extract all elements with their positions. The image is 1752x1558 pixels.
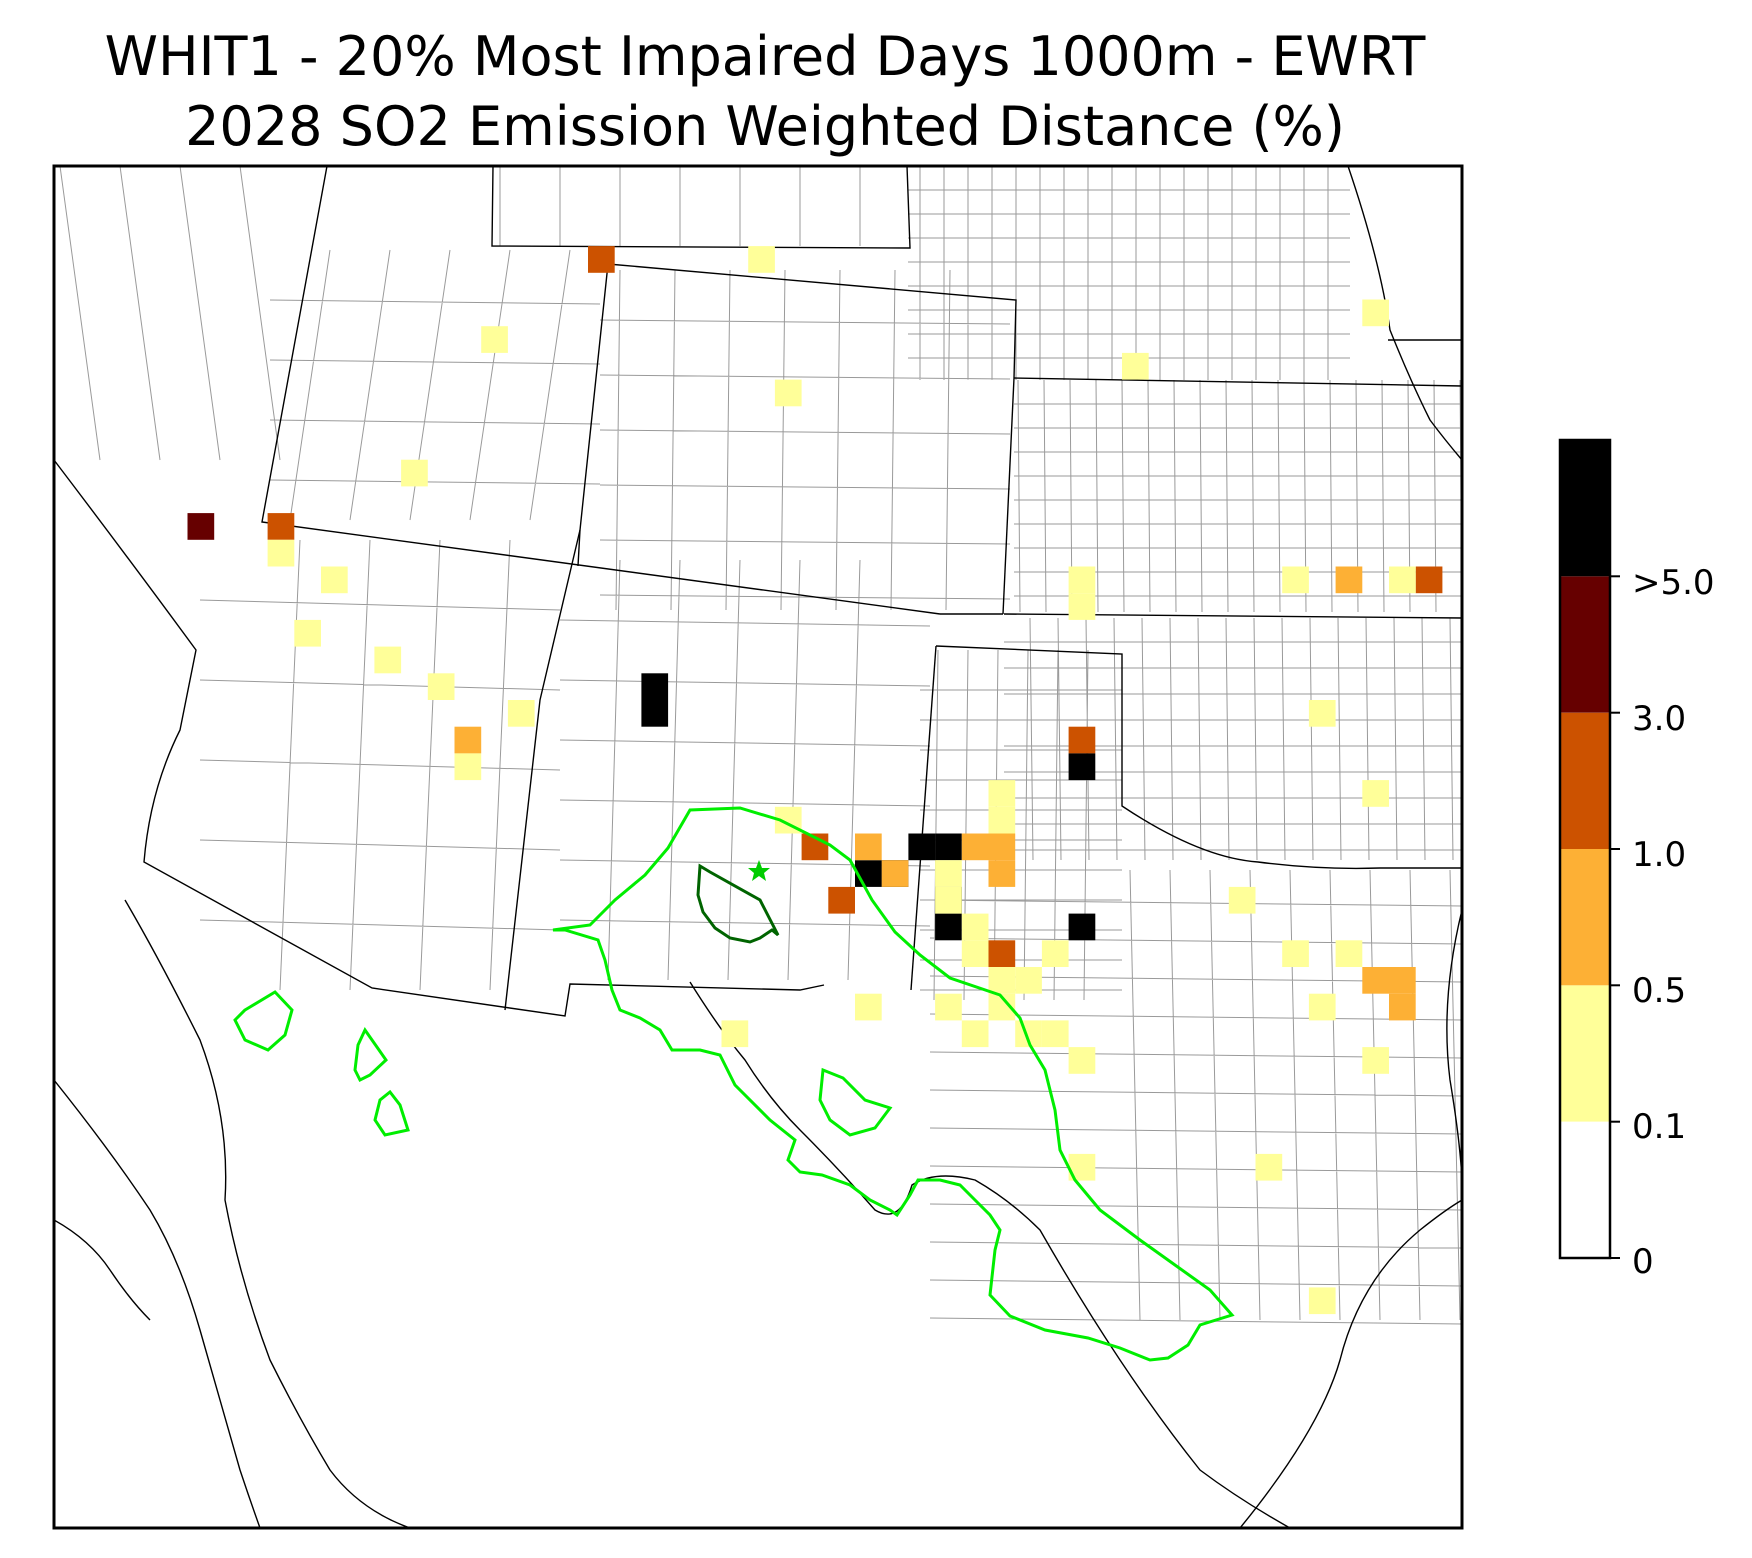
- grid-cell: [1496, 380, 1523, 407]
- colorbar-swatch: [1560, 849, 1610, 986]
- grid-cell: [1362, 780, 1389, 807]
- grid-cell: [774, 379, 802, 407]
- grid-cell: [427, 673, 455, 700]
- grid-cell: [1362, 967, 1389, 994]
- colorbar-swatch: [1560, 440, 1610, 577]
- outer-contour: [552, 806, 1235, 1362]
- grid-cell: [267, 513, 295, 540]
- grid-cell: [1389, 566, 1416, 594]
- grid-cell: [855, 860, 882, 887]
- grid-cell: [935, 833, 962, 861]
- grid-cell: [828, 886, 855, 914]
- colorbar-swatch: [1560, 712, 1610, 849]
- grid-cell: [961, 940, 989, 967]
- grid-cell: [1308, 993, 1336, 1021]
- grid-cell: [187, 513, 215, 540]
- state-boundaries: [54, 166, 1462, 1528]
- grid-cell: [961, 833, 989, 861]
- colorbar-tick-label: 0.1: [1632, 1107, 1687, 1147]
- grid-cell: [641, 673, 669, 700]
- colorbar-tick-label: >5.0: [1632, 563, 1715, 603]
- grid-cell: [294, 619, 321, 647]
- grid-cell: [1228, 886, 1256, 914]
- grid-cell: [507, 700, 535, 727]
- grid-cell: [988, 860, 1016, 887]
- grid-cell: [1362, 299, 1389, 327]
- grid-cell: [1068, 753, 1096, 781]
- colorbar-tick-label: 0.5: [1632, 971, 1687, 1011]
- grid-cell: [1282, 940, 1309, 967]
- grid-cell: [988, 780, 1016, 807]
- grid-cell: [935, 886, 962, 914]
- grid-cell: [1255, 1153, 1283, 1181]
- grid-cell: [988, 967, 1016, 994]
- colorbar-tick-label: 1.0: [1632, 835, 1687, 875]
- figure-title-line2: 2028 SO2 Emission Weighted Distance (%): [185, 95, 1345, 158]
- grid-cell: [1523, 1047, 1550, 1074]
- grid-cell: [935, 913, 962, 941]
- colorbar-swatch: [1560, 985, 1610, 1122]
- inner-contour: [696, 863, 780, 944]
- grid-cell: [908, 833, 936, 861]
- colorbar-swatch: [1560, 1121, 1610, 1258]
- small-contour-mexico-3: [373, 1089, 410, 1137]
- grid-cell: [401, 459, 428, 487]
- grid-cell: [1335, 940, 1363, 967]
- grid-cell: [855, 993, 882, 1021]
- grid-cell: [855, 833, 882, 861]
- colorbar: [1558, 438, 1620, 1260]
- grid-cell: [454, 753, 482, 781]
- grid-cell: [881, 860, 909, 887]
- grid-cell: [1068, 566, 1096, 594]
- grid-cell: [1015, 967, 1042, 994]
- grid-cell: [961, 1020, 989, 1048]
- small-contour-mexico-2: [353, 1027, 388, 1083]
- grid-cell: [1068, 1047, 1096, 1074]
- grid-cell: [1308, 700, 1336, 727]
- grid-cell: [321, 566, 348, 594]
- grid-cell: [961, 913, 989, 941]
- small-contour-mexico-1: [233, 990, 294, 1052]
- figure-title-line1: WHIT1 - 20% Most Impaired Days 1000m - E…: [104, 25, 1426, 88]
- map-area: [54, 166, 1550, 1528]
- grid-cell: [935, 993, 962, 1021]
- grid-cell: [1389, 967, 1416, 994]
- grid-cell: [721, 1020, 749, 1048]
- small-contour-texas: [818, 1067, 893, 1137]
- grid-cell: [588, 246, 615, 273]
- colorbar-tick-label: 3.0: [1632, 699, 1687, 739]
- grid-cell: [1068, 913, 1096, 941]
- grid-cell: [1068, 593, 1096, 620]
- grid-cell: [1415, 566, 1443, 594]
- colorbar-tick-label: 0: [1632, 1242, 1654, 1282]
- grid-cell: [454, 726, 482, 754]
- site-star-icon: [748, 860, 770, 881]
- grid-cell: [1362, 1047, 1389, 1074]
- grid-cell: [1308, 1287, 1336, 1315]
- grid-cell: [748, 246, 775, 273]
- grid-cell: [1389, 993, 1416, 1021]
- grid-cell: [1282, 566, 1309, 594]
- grid-cell: [988, 833, 1016, 861]
- map-frame: [52, 164, 1464, 1530]
- grid-cell: [988, 806, 1016, 834]
- grid-cell: [1041, 940, 1069, 967]
- grid-cell: [988, 940, 1016, 967]
- grid-cell: [267, 539, 295, 567]
- county-boundaries: [59, 166, 1462, 1325]
- emission-grid-cells: [187, 246, 1550, 1315]
- grid-cell: [1068, 726, 1096, 754]
- grid-cell: [1041, 1020, 1069, 1048]
- grid-cell: [641, 700, 669, 727]
- grid-cell: [935, 860, 962, 887]
- grid-cell: [481, 326, 508, 353]
- grid-cell: [374, 646, 402, 674]
- colorbar-swatch: [1560, 576, 1610, 713]
- contours: [233, 806, 1235, 1362]
- grid-cell: [1122, 352, 1149, 380]
- grid-cell: [1335, 566, 1363, 594]
